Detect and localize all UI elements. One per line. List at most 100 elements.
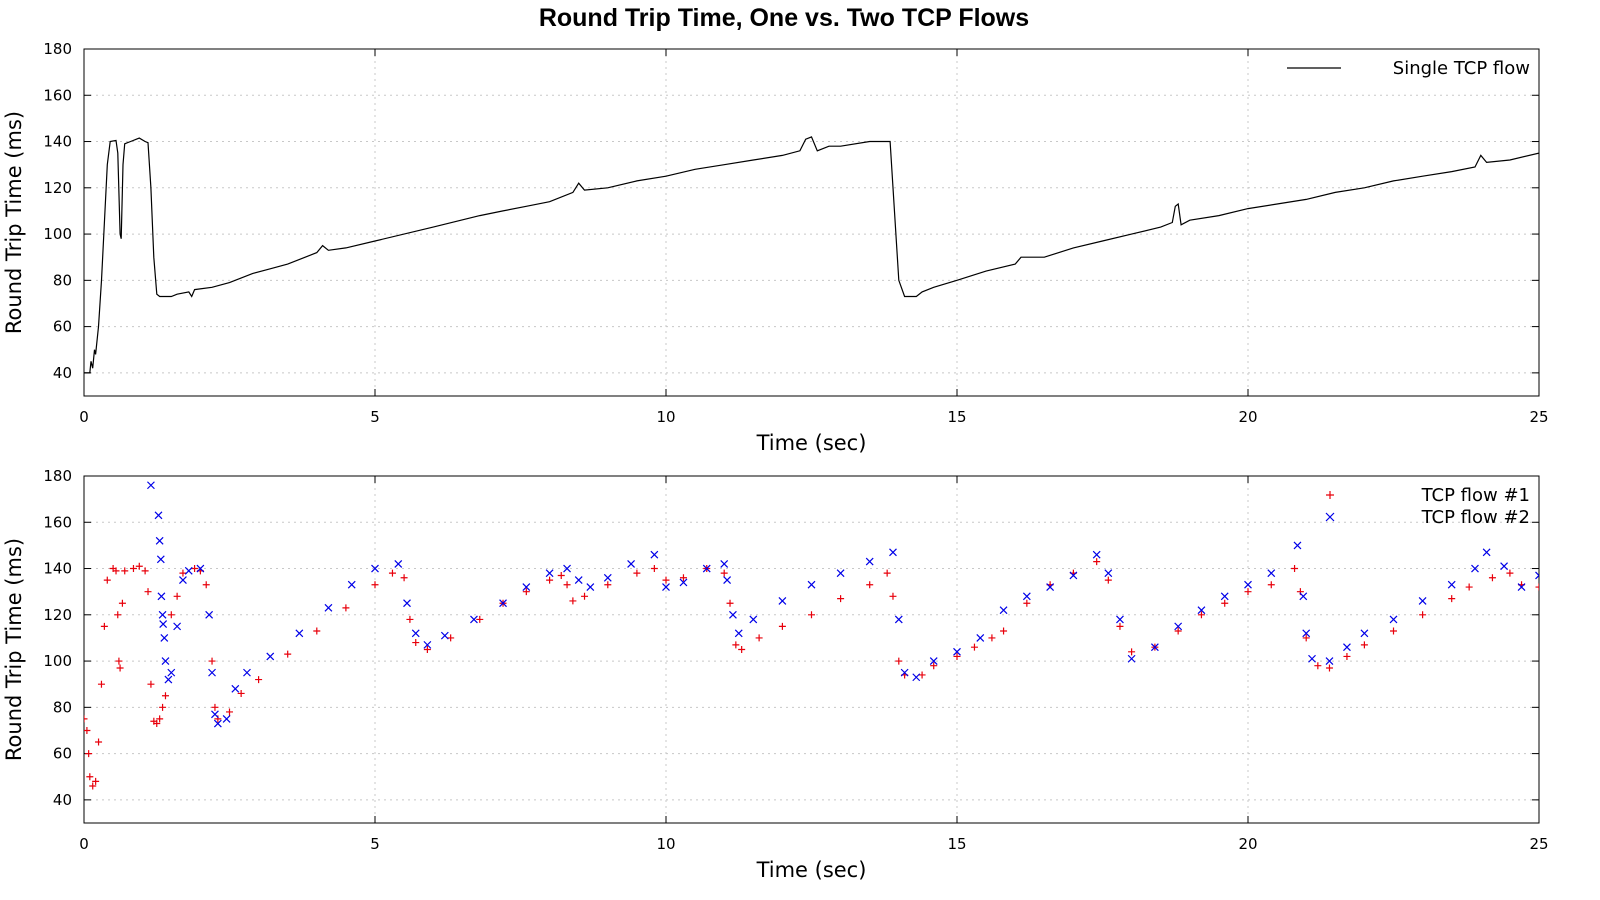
- point-flow-1: [103, 576, 111, 584]
- point-flow-2: [545, 569, 554, 578]
- y-tick-label: 180: [43, 40, 72, 58]
- point-flow-2: [1197, 606, 1206, 615]
- point-flow-1: [121, 567, 129, 575]
- point-flow-2: [208, 668, 216, 677]
- point-flow-1: [988, 634, 996, 642]
- point-flow-2: [154, 511, 163, 520]
- point-flow-2: [1267, 569, 1276, 578]
- point-flow-1: [1174, 627, 1182, 635]
- point-flow-1: [866, 581, 874, 589]
- point-flow-1: [1023, 599, 1031, 607]
- point-flow-2: [586, 583, 595, 591]
- x-tick-label: 0: [79, 835, 89, 853]
- point-flow-2: [1299, 592, 1308, 601]
- point-flow-2: [157, 592, 166, 601]
- point-flow-1: [1535, 583, 1539, 591]
- point-flow-2: [865, 557, 874, 566]
- point-flow-2: [1535, 571, 1539, 580]
- point-flow-2: [173, 622, 182, 631]
- point-flow-1: [918, 671, 926, 679]
- legend-label: TCP flow #1: [1421, 485, 1530, 506]
- point-flow-2: [976, 634, 985, 642]
- point-flow-1: [100, 622, 108, 630]
- point-flow-1: [1267, 581, 1275, 589]
- point-flow-1: [1244, 588, 1252, 596]
- point-flow-2: [222, 714, 231, 723]
- point-flow-2: [1482, 548, 1491, 557]
- point-flow-1: [371, 581, 379, 589]
- point-flow-2: [164, 675, 173, 684]
- point-flow-2: [900, 668, 909, 677]
- point-flow-2: [147, 481, 155, 490]
- point-flow-2: [1116, 615, 1124, 624]
- point-flow-2: [1447, 580, 1456, 589]
- point-flow-1: [114, 611, 122, 619]
- point-flow-2: [324, 603, 333, 612]
- y-tick-label: 80: [53, 698, 72, 716]
- x-tick-label: 5: [370, 835, 380, 853]
- point-flow-1: [95, 738, 103, 746]
- y-tick-label: 60: [53, 318, 72, 336]
- y-tick-label: 140: [43, 560, 72, 578]
- point-flow-1: [726, 599, 734, 607]
- point-flow-1: [141, 567, 149, 575]
- plot-frame: [83, 475, 1540, 824]
- point-flow-1: [388, 569, 396, 577]
- point-flow-1: [563, 581, 571, 589]
- point-flow-1: [895, 657, 903, 665]
- point-flow-2: [499, 599, 507, 608]
- point-flow-1: [1302, 634, 1310, 642]
- plot-2: 0 5 10 15 20 25 40 60 80 100 120 140 160 180 Time (sec…: [2, 467, 1549, 882]
- point-flow-1: [1197, 611, 1205, 619]
- point-flow-1: [1390, 627, 1397, 635]
- point-flow-1: [153, 720, 161, 728]
- point-flow-1: [1128, 648, 1136, 656]
- point-flow-2: [211, 710, 219, 719]
- point-flow-1: [342, 604, 350, 612]
- point-flow-1: [84, 715, 88, 723]
- point-flow-1: [953, 652, 961, 660]
- x-axis-label: Time (sec): [756, 858, 867, 882]
- x-tick-label: 15: [947, 835, 966, 853]
- point-flow-2: [196, 564, 205, 573]
- point-flow-1: [1116, 622, 1124, 630]
- point-flow-2: [807, 580, 816, 589]
- point-flow-1: [129, 565, 137, 573]
- point-flow-2: [295, 629, 304, 638]
- point-flow-2: [161, 657, 170, 665]
- point-flow-2: [155, 536, 164, 545]
- point-flow-2: [394, 559, 403, 568]
- point-flow-2: [440, 631, 449, 640]
- point-flow-2: [1104, 569, 1113, 578]
- point-flow-1: [97, 680, 105, 688]
- point-flow-2: [953, 647, 961, 656]
- point-flow-1: [581, 592, 589, 600]
- point-flow-1: [118, 599, 126, 607]
- point-flow-1: [1104, 576, 1112, 584]
- point-flow-1: [92, 777, 100, 785]
- point-flow-1: [237, 689, 245, 697]
- point-flow-1: [167, 611, 175, 619]
- point-flow-2: [159, 620, 168, 628]
- point-flow-1: [1093, 558, 1101, 566]
- x-tick-label: 20: [1238, 408, 1257, 426]
- point-flow-2: [912, 673, 921, 682]
- point-flow-1: [1360, 641, 1368, 649]
- point-flow-1: [476, 615, 484, 623]
- x-tick-label: 25: [1529, 408, 1548, 426]
- point-flow-2: [411, 629, 420, 638]
- point-flow-1: [412, 639, 420, 647]
- point-flow-2: [627, 559, 636, 568]
- plot-1: 0 5 10 15 20 25 40 60 80 100 120 140 160 180 Time (sec…: [2, 40, 1549, 455]
- series-1: [84, 558, 1539, 790]
- point-flow-1: [147, 680, 155, 688]
- y-tick-label: 40: [53, 791, 72, 809]
- point-flow-2: [1127, 654, 1136, 663]
- point-flow-1: [1419, 611, 1427, 619]
- y-tick-label: 160: [43, 513, 72, 531]
- point-flow-1: [173, 592, 181, 600]
- point-flow-2: [371, 564, 379, 573]
- y-tick-label: 180: [43, 467, 72, 485]
- point-flow-2: [778, 596, 787, 605]
- point-flow-1: [202, 581, 210, 589]
